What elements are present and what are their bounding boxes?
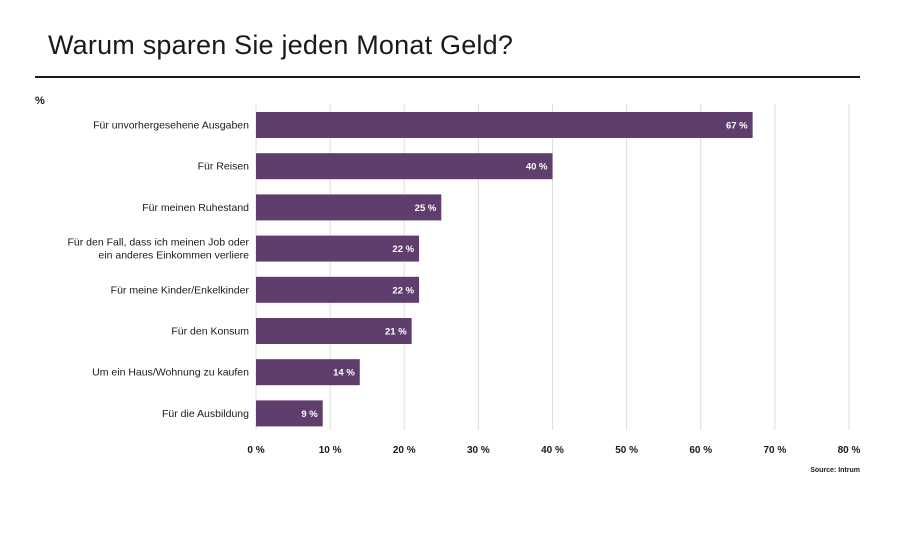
x-tick-label: 20 %: [393, 445, 416, 456]
x-tick-label: 10 %: [319, 445, 342, 456]
x-tick-label: 80 %: [838, 445, 861, 456]
x-tick-label: 0 %: [247, 445, 264, 456]
bar: [256, 400, 323, 427]
category-label-line: Für den Fall, dass ich meinen Job oder: [67, 237, 249, 249]
category-label: Für den Fall, dass ich meinen Job oder ei…: [67, 237, 249, 262]
category-label: Um ein Haus/Wohnung zu kaufen: [92, 367, 249, 379]
x-tick-label: 60 %: [689, 445, 712, 456]
chart-title: Warum sparen Sie jeden Monat Geld?: [48, 30, 514, 60]
bar-value-label: 21 %: [385, 327, 407, 338]
category-label-line: Für unvorhergesehene Ausgaben: [93, 120, 249, 132]
category-label: Für meine Kinder/Enkelkinder: [111, 284, 250, 296]
category-label-line: Um ein Haus/Wohnung zu kaufen: [92, 367, 249, 379]
bar-value-label: 22 %: [392, 285, 414, 296]
x-tick-label: 40 %: [541, 445, 564, 456]
category-label: Für den Konsum: [171, 326, 249, 338]
category-label-line: Für meine Kinder/Enkelkinder: [111, 284, 250, 296]
source-note: Source: Intrum: [810, 467, 860, 474]
x-tick-label: 50 %: [615, 445, 638, 456]
category-label: Für die Ausbildung: [162, 408, 249, 420]
bar-value-label: 22 %: [392, 244, 414, 255]
bar-value-label: 14 %: [333, 368, 355, 379]
bar: [256, 359, 360, 386]
x-tick-label: 70 %: [763, 445, 786, 456]
category-label: Für meinen Ruhestand: [142, 202, 249, 214]
title-divider: [35, 76, 860, 78]
category-label-line: Für die Ausbildung: [162, 408, 249, 420]
bars: 67 % 40 % 25 % 22 % 22 % 21 % 14 % 9 %: [256, 112, 753, 427]
bar: [256, 318, 412, 344]
bar: [256, 153, 553, 180]
category-label: Für unvorhergesehene Ausgaben: [93, 120, 249, 132]
bar: [256, 235, 420, 262]
bar-value-label: 9 %: [301, 409, 318, 420]
category-label-line: Für Reisen: [198, 161, 250, 173]
bar-value-label: 67 %: [726, 121, 748, 132]
category-label-line: ein anderes Einkommen verliere: [98, 250, 249, 262]
category-label-line: Für meinen Ruhestand: [142, 202, 249, 214]
bar-value-label: 25 %: [415, 203, 437, 214]
bar: [256, 194, 442, 221]
bar: [256, 112, 753, 138]
category-label: Für Reisen: [198, 161, 250, 173]
x-axis-tick-labels: 0 % 10 % 20 % 30 % 40 % 50 % 60 % 70 % 80 %: [247, 445, 860, 456]
x-tick-label: 30 %: [467, 445, 490, 456]
bar-value-label: 40 %: [526, 162, 548, 173]
category-label-line: Für den Konsum: [171, 326, 249, 338]
unit-label: %: [35, 95, 45, 107]
category-labels: Für unvorhergesehene Ausgaben Für Reisen F…: [67, 120, 249, 420]
bar: [256, 276, 420, 303]
